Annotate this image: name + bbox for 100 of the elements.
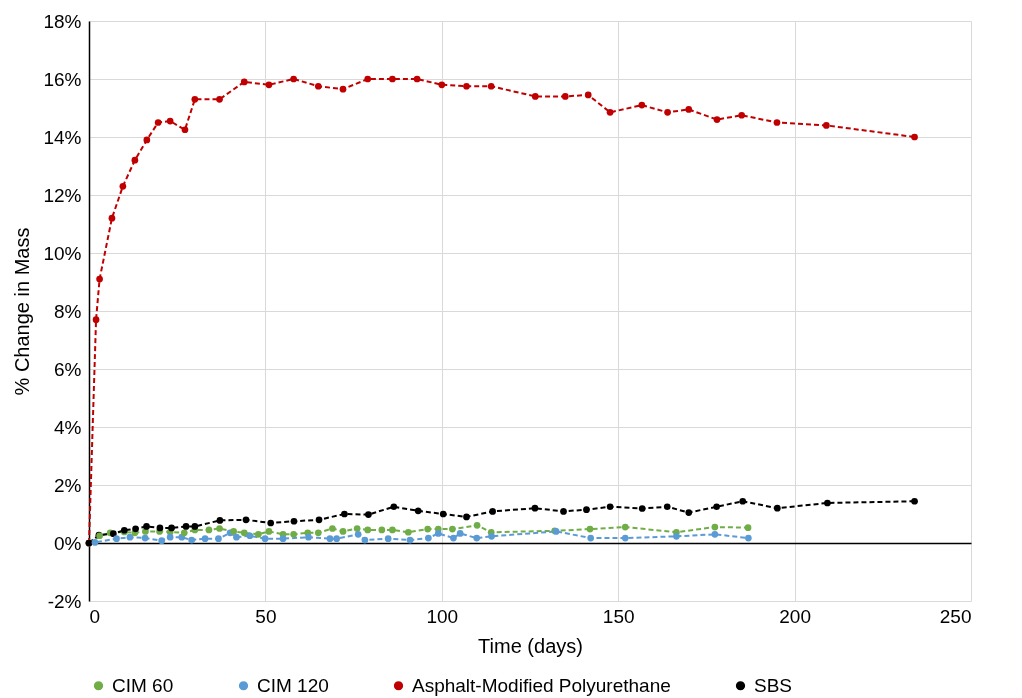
point xyxy=(314,82,322,90)
point xyxy=(587,534,595,542)
point xyxy=(143,136,151,144)
point xyxy=(108,214,116,222)
y-tick-label: 2% xyxy=(54,474,82,496)
point xyxy=(329,525,336,532)
y-tick-label: 14% xyxy=(43,126,82,148)
point xyxy=(745,534,752,542)
point xyxy=(233,533,240,541)
point xyxy=(425,534,432,542)
y-tick-label: 16% xyxy=(43,68,82,90)
point xyxy=(216,517,224,524)
point xyxy=(404,528,412,536)
point xyxy=(531,504,539,512)
point xyxy=(424,525,432,533)
y-tick-label: -2% xyxy=(47,590,82,612)
point xyxy=(267,519,275,527)
point xyxy=(181,126,189,134)
point xyxy=(261,535,269,542)
point xyxy=(361,536,369,544)
x-tick-label: 150 xyxy=(602,605,635,627)
point xyxy=(823,122,830,129)
y-tick-label: 12% xyxy=(43,184,82,206)
point xyxy=(456,530,464,537)
point xyxy=(191,95,199,103)
point xyxy=(191,523,199,530)
point xyxy=(390,503,398,511)
point xyxy=(738,111,746,119)
x-axis-title: Time (days) xyxy=(478,634,583,657)
point xyxy=(154,119,162,126)
point xyxy=(773,119,781,126)
point xyxy=(91,539,99,546)
point xyxy=(489,508,496,515)
point xyxy=(713,503,720,511)
point xyxy=(450,534,457,542)
point xyxy=(586,525,594,533)
y-tick-label: 10% xyxy=(43,242,82,264)
point xyxy=(685,106,693,113)
point xyxy=(638,505,646,512)
point xyxy=(216,95,223,103)
point xyxy=(242,516,250,524)
y-tick-label: 4% xyxy=(54,416,82,438)
legend-label: CIM 120 xyxy=(257,674,329,696)
point xyxy=(333,535,341,542)
x-tick-label: 50 xyxy=(255,605,277,627)
point xyxy=(314,529,322,537)
point xyxy=(664,109,671,116)
x-tick-label: 200 xyxy=(779,605,811,627)
point xyxy=(305,533,312,541)
point xyxy=(158,537,166,545)
point xyxy=(773,504,781,512)
legend-label: SBS xyxy=(754,674,793,696)
point xyxy=(606,503,614,511)
point xyxy=(265,528,273,535)
point xyxy=(290,517,298,525)
point xyxy=(711,530,719,538)
point xyxy=(141,534,149,542)
point xyxy=(449,525,456,533)
point xyxy=(131,156,139,164)
point xyxy=(315,516,323,524)
point xyxy=(143,523,150,530)
point xyxy=(463,82,470,90)
point xyxy=(279,535,287,542)
point xyxy=(389,526,396,534)
point xyxy=(531,93,539,100)
point xyxy=(364,75,372,83)
point xyxy=(911,133,918,141)
point xyxy=(560,508,567,515)
point xyxy=(290,530,297,538)
point xyxy=(254,530,262,538)
point xyxy=(438,81,446,89)
point xyxy=(606,109,614,116)
point xyxy=(240,78,248,86)
point xyxy=(621,534,629,542)
point xyxy=(182,523,190,530)
point xyxy=(365,511,372,518)
x-tick-label: 0 xyxy=(89,605,101,627)
point xyxy=(739,497,747,505)
point xyxy=(463,513,470,521)
point xyxy=(180,529,188,537)
point xyxy=(156,524,164,532)
point xyxy=(561,93,569,100)
point xyxy=(230,528,237,535)
point xyxy=(488,532,495,540)
point xyxy=(711,523,719,531)
point xyxy=(166,117,174,125)
point xyxy=(434,530,442,537)
point xyxy=(384,535,392,542)
point xyxy=(265,81,273,89)
legend-label: Asphalt-Modified Polyurethane xyxy=(412,674,671,696)
point xyxy=(341,510,348,518)
point xyxy=(584,91,592,99)
point xyxy=(126,533,134,541)
point xyxy=(413,75,421,83)
point xyxy=(439,510,447,518)
y-tick-label: 0% xyxy=(54,532,82,554)
point xyxy=(378,526,386,534)
point xyxy=(744,524,752,531)
x-tick-label: 250 xyxy=(939,605,972,627)
point xyxy=(339,85,347,93)
